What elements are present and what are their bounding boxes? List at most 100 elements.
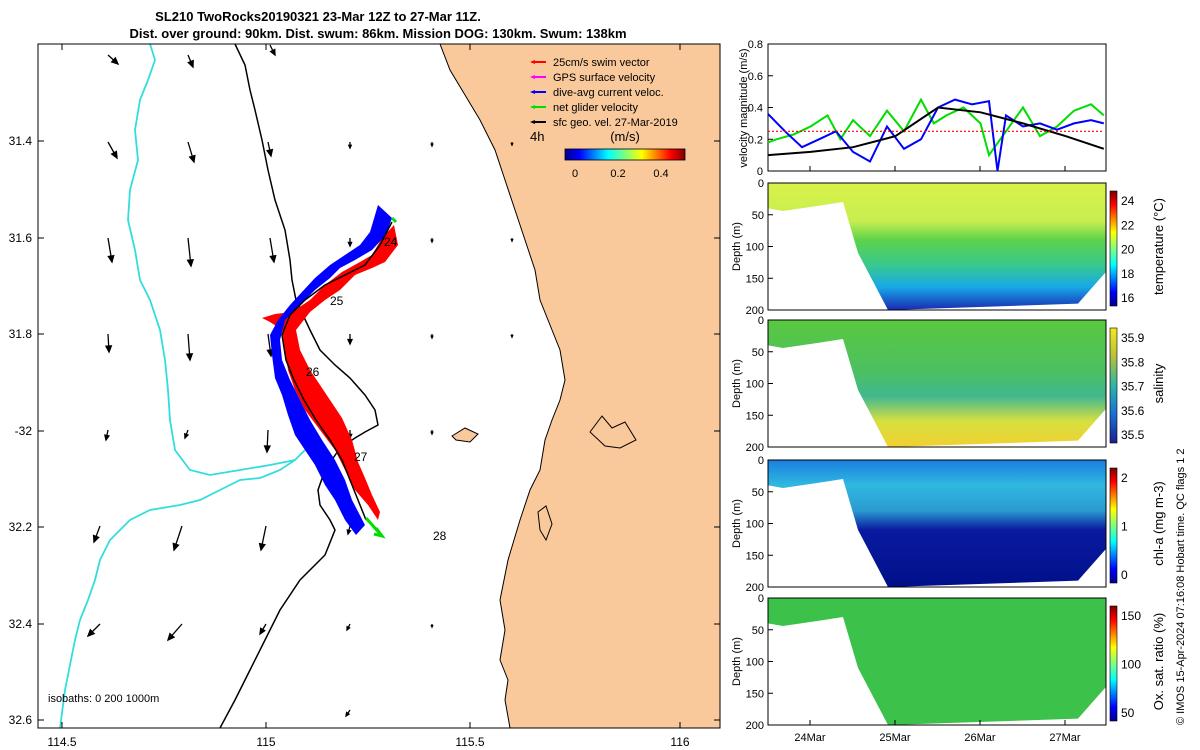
section-colorbar-tick: 35.5 <box>1121 428 1145 442</box>
section-y-tick-label: 50 <box>752 347 764 359</box>
section-colorbar-tick: 1 <box>1121 520 1128 534</box>
legend-entry: GPS surface velocity <box>553 72 656 84</box>
map-axis-ticks: 114.5 115 115.5 116 31.4 31.6 31.8 -32 32.2 32.4 3… <box>9 44 720 749</box>
section-colorbar-label: chl-a (mg m-3) <box>1151 481 1166 566</box>
map-y-tick-label: 31.4 <box>9 134 33 148</box>
section-colorbar-tick: 35.9 <box>1121 331 1145 345</box>
colorbar-title: (m/s) <box>610 129 640 144</box>
colorbar-tick: 0.4 <box>653 168 668 180</box>
geo-arrow-head <box>185 353 194 362</box>
geo-arrow-head <box>92 534 100 544</box>
velocity-series <box>767 97 1105 172</box>
velocity-axis: 0 0.2 0.4 0.6 0.8 <box>748 39 773 178</box>
velocity-ylabel: velocity magnitude (m/s) <box>738 48 750 167</box>
velocity-panel: 0 0.2 0.4 0.6 0.8 velocity magnitude (m/s) <box>738 39 1107 178</box>
glider-track <box>281 221 393 521</box>
isobaths-label: isobaths: 0 200 1000m <box>48 693 159 705</box>
section-colorbar-tick: 20 <box>1121 243 1135 257</box>
section-colorbar-tick: 22 <box>1121 218 1135 232</box>
geo-arrow-head <box>259 627 266 636</box>
day-label: 28 <box>433 529 447 543</box>
section-colorbar <box>1109 327 1118 444</box>
section-y-tick-label: 100 <box>746 379 764 391</box>
colorbar-tick: 0.2 <box>610 168 625 180</box>
section-y-tick-label: 0 <box>758 593 764 605</box>
section-colorbar-tick: 50 <box>1121 706 1135 720</box>
day-label: 24 <box>384 235 398 249</box>
map-y-tick-label: 31.8 <box>9 327 33 341</box>
geo-arrow-head <box>186 258 194 268</box>
geo-arrow-head <box>430 431 434 436</box>
section-colorbar-tick: 24 <box>1121 194 1135 208</box>
colorbar-tick: 0 <box>572 168 578 180</box>
section-y-tick-label: 150 <box>746 550 764 562</box>
section-panel: 0 50 100 150 200 Depth (m) 0 1 2 chl-a (mg m-3) <box>731 455 1166 594</box>
geo-arrow-head <box>510 142 514 147</box>
section-colorbar-tick: 35.6 <box>1121 404 1145 418</box>
section-data-field <box>768 183 1106 310</box>
section-colorbar <box>1109 605 1118 722</box>
section-panel: 0 50 100 150 200 Depth (m) 50 100 150 Ox. sat. ra… <box>731 593 1166 732</box>
section-colorbar-label: Ox. sat. ratio (%) <box>1151 613 1166 711</box>
section-panel: 0 50 100 150 200 Depth (m) 35.5 35.6 35.7 35.8 35.… <box>731 315 1166 454</box>
geo-arrow-head <box>345 711 351 718</box>
geo-arrow-head <box>269 254 277 264</box>
map-y-tick-label: -32 <box>15 424 33 438</box>
legend-swatch-head <box>530 120 535 124</box>
geo-arrow-head <box>346 529 352 536</box>
section-y-tick-label: 0 <box>758 455 764 467</box>
section-colorbar-tick: 35.7 <box>1121 380 1145 394</box>
legend-swatch-head <box>530 60 535 64</box>
map-x-tick-label: 114.5 <box>47 735 76 749</box>
geo-arrow-head <box>265 148 274 158</box>
geo-arrow-head <box>430 335 434 340</box>
isobath-1000m <box>219 44 379 728</box>
geo-arrow-head <box>104 434 111 442</box>
day-label: 27 <box>354 450 368 464</box>
map-legend: 25cm/s swim vector GPS surface velocity di… <box>530 57 678 129</box>
section-y-tick-label: 50 <box>752 210 764 222</box>
legend-entry: net glider velocity <box>553 102 638 114</box>
chart-title: SL210 TwoRocks20190321 23-Mar 12Z to 27-… <box>155 9 481 24</box>
legend-swatch-head <box>530 90 535 94</box>
section-y-tick-label: 100 <box>746 242 764 254</box>
section-colorbar-tick: 16 <box>1121 291 1135 305</box>
geo-arrow-head <box>347 144 353 150</box>
section-data-field <box>768 460 1106 587</box>
velocity-y-tick-label: 0.4 <box>748 103 763 115</box>
date-tick-label: 25Mar <box>879 732 911 744</box>
section-ylabel: Depth (m) <box>731 222 743 271</box>
geo-arrow-head <box>263 445 272 454</box>
velocity-line <box>767 106 1105 157</box>
section-y-tick-label: 150 <box>746 688 764 700</box>
geo-arrow-head <box>86 628 96 638</box>
swim-vectors <box>262 225 398 520</box>
section-ylabel: Depth (m) <box>731 637 743 686</box>
velocity-line <box>767 98 1105 172</box>
geo-velocity-arrows <box>86 44 514 718</box>
day-label: 25 <box>330 294 344 308</box>
geo-arrow-head <box>172 542 180 552</box>
section-data-field <box>768 598 1106 725</box>
section-colorbar-tick: 35.8 <box>1121 355 1145 369</box>
legend-entry: sfc geo. vel. 27-Mar-2019 <box>553 117 678 129</box>
geo-arrow-head <box>269 48 276 57</box>
section-panel: 0 50 100 150 200 Depth (m) 16 18 20 22 24 temperatu… <box>731 178 1166 317</box>
geo-arrow-head <box>104 345 113 354</box>
map-y-tick-label: 32.2 <box>9 520 33 534</box>
current-vectors <box>270 205 392 535</box>
date-tick-label: 24Mar <box>794 732 826 744</box>
island-carnac <box>537 505 553 542</box>
date-tick-label: 27Mar <box>1049 732 1081 744</box>
net-glider-velocity <box>364 517 386 539</box>
geo-arrow-head <box>346 338 354 346</box>
date-tick-label: 26Mar <box>964 732 996 744</box>
geo-arrow-head <box>430 143 434 148</box>
map-x-tick-label: 115 <box>256 735 275 749</box>
section-ylabel: Depth (m) <box>731 359 743 408</box>
legend-entry: 25cm/s swim vector <box>553 57 650 69</box>
velocity-y-tick-label: 0.2 <box>748 134 763 146</box>
legend-entry: dive-avg current veloc. <box>553 87 664 99</box>
section-y-tick-label: 50 <box>752 487 764 499</box>
